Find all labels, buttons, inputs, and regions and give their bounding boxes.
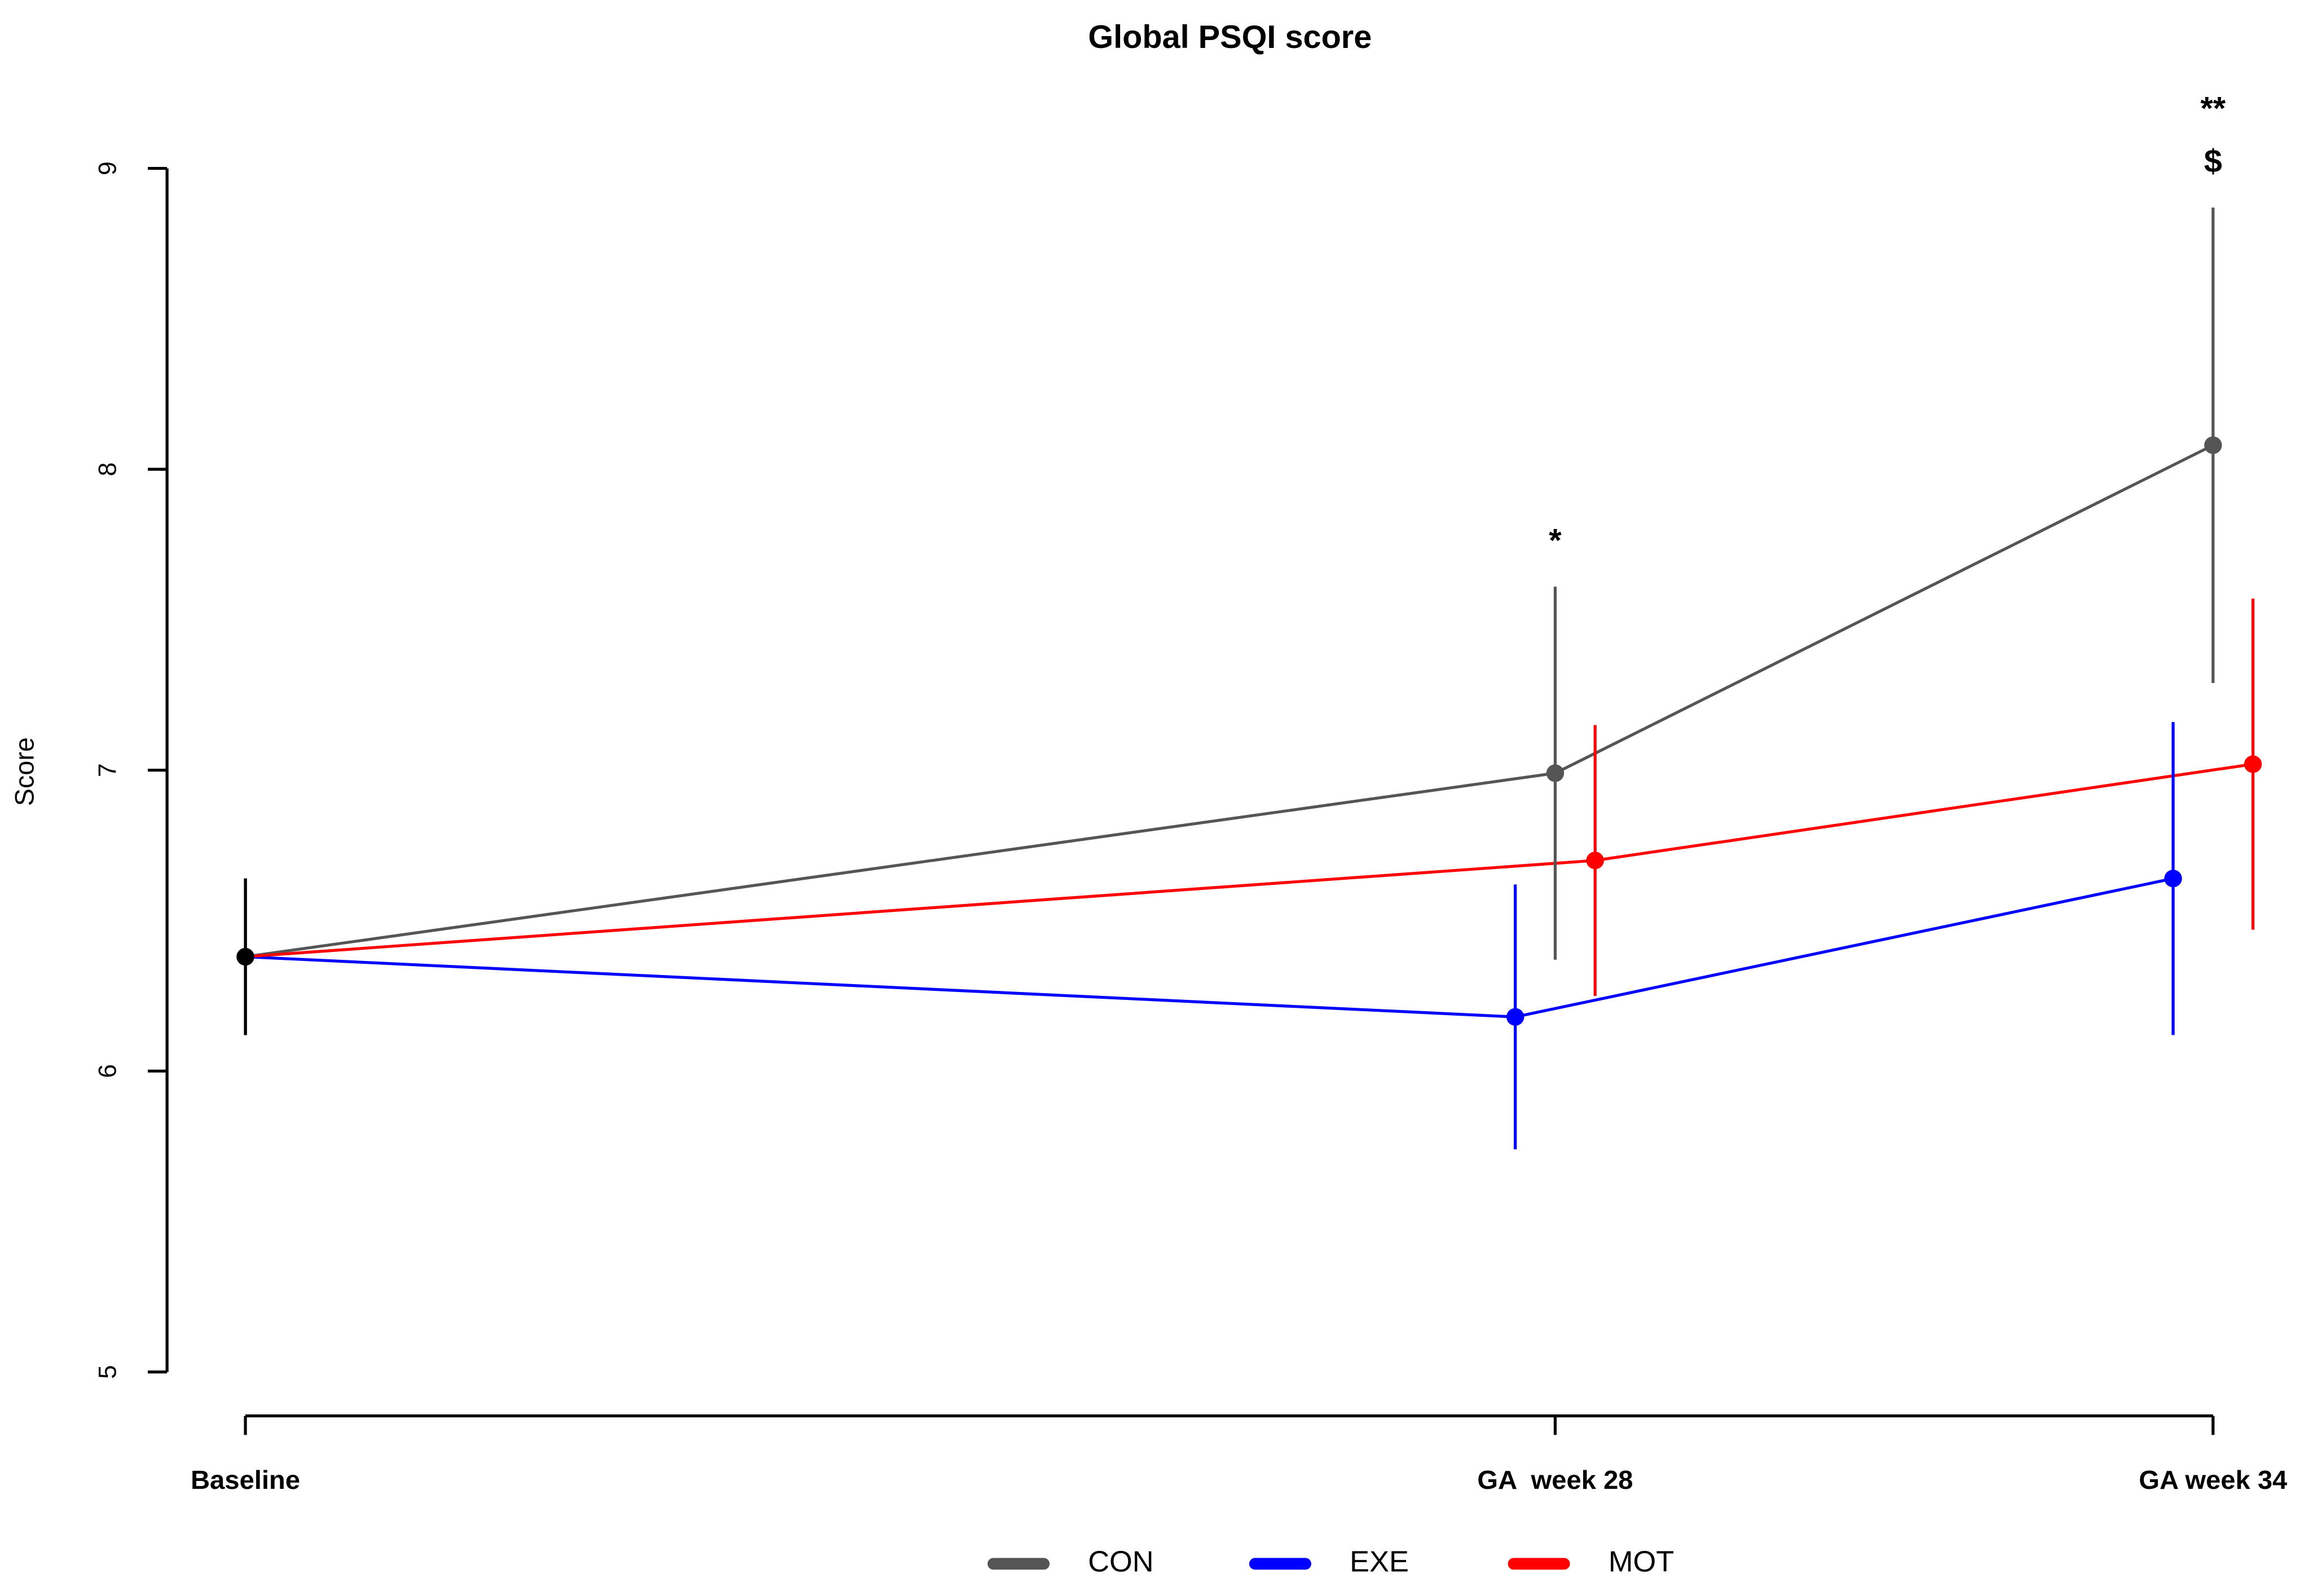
legend-label: MOT <box>1609 1546 1674 1579</box>
y-tick-label: 8 <box>94 462 122 477</box>
y-tick-label: 7 <box>94 763 122 777</box>
y-tick-label: 9 <box>94 161 122 175</box>
x-tick-label: GA week 34 <box>2139 1465 2287 1494</box>
point <box>2244 755 2262 773</box>
legend-label: CON <box>1088 1546 1153 1579</box>
series-line <box>245 877 2174 1019</box>
point <box>236 947 254 966</box>
y-axis-label: Score <box>9 737 39 806</box>
point <box>1546 764 1565 782</box>
annotation: ** <box>2200 91 2226 127</box>
series-line <box>245 444 2214 959</box>
x-tick-label: GA week 28 <box>1477 1465 1633 1494</box>
point <box>1506 1008 1524 1026</box>
chart-title: Global PSQI score <box>1088 19 1372 55</box>
y-tick-label: 6 <box>94 1064 122 1078</box>
legend-label: EXE <box>1350 1546 1409 1579</box>
y-tick-label: 5 <box>94 1365 122 1379</box>
annotation: * <box>1549 523 1562 559</box>
series-line <box>245 762 2254 959</box>
point <box>2204 436 2222 455</box>
point <box>2164 870 2182 888</box>
point <box>1586 852 1604 870</box>
x-tick-label: Baseline <box>191 1465 300 1494</box>
annotation: $ <box>2204 143 2222 179</box>
